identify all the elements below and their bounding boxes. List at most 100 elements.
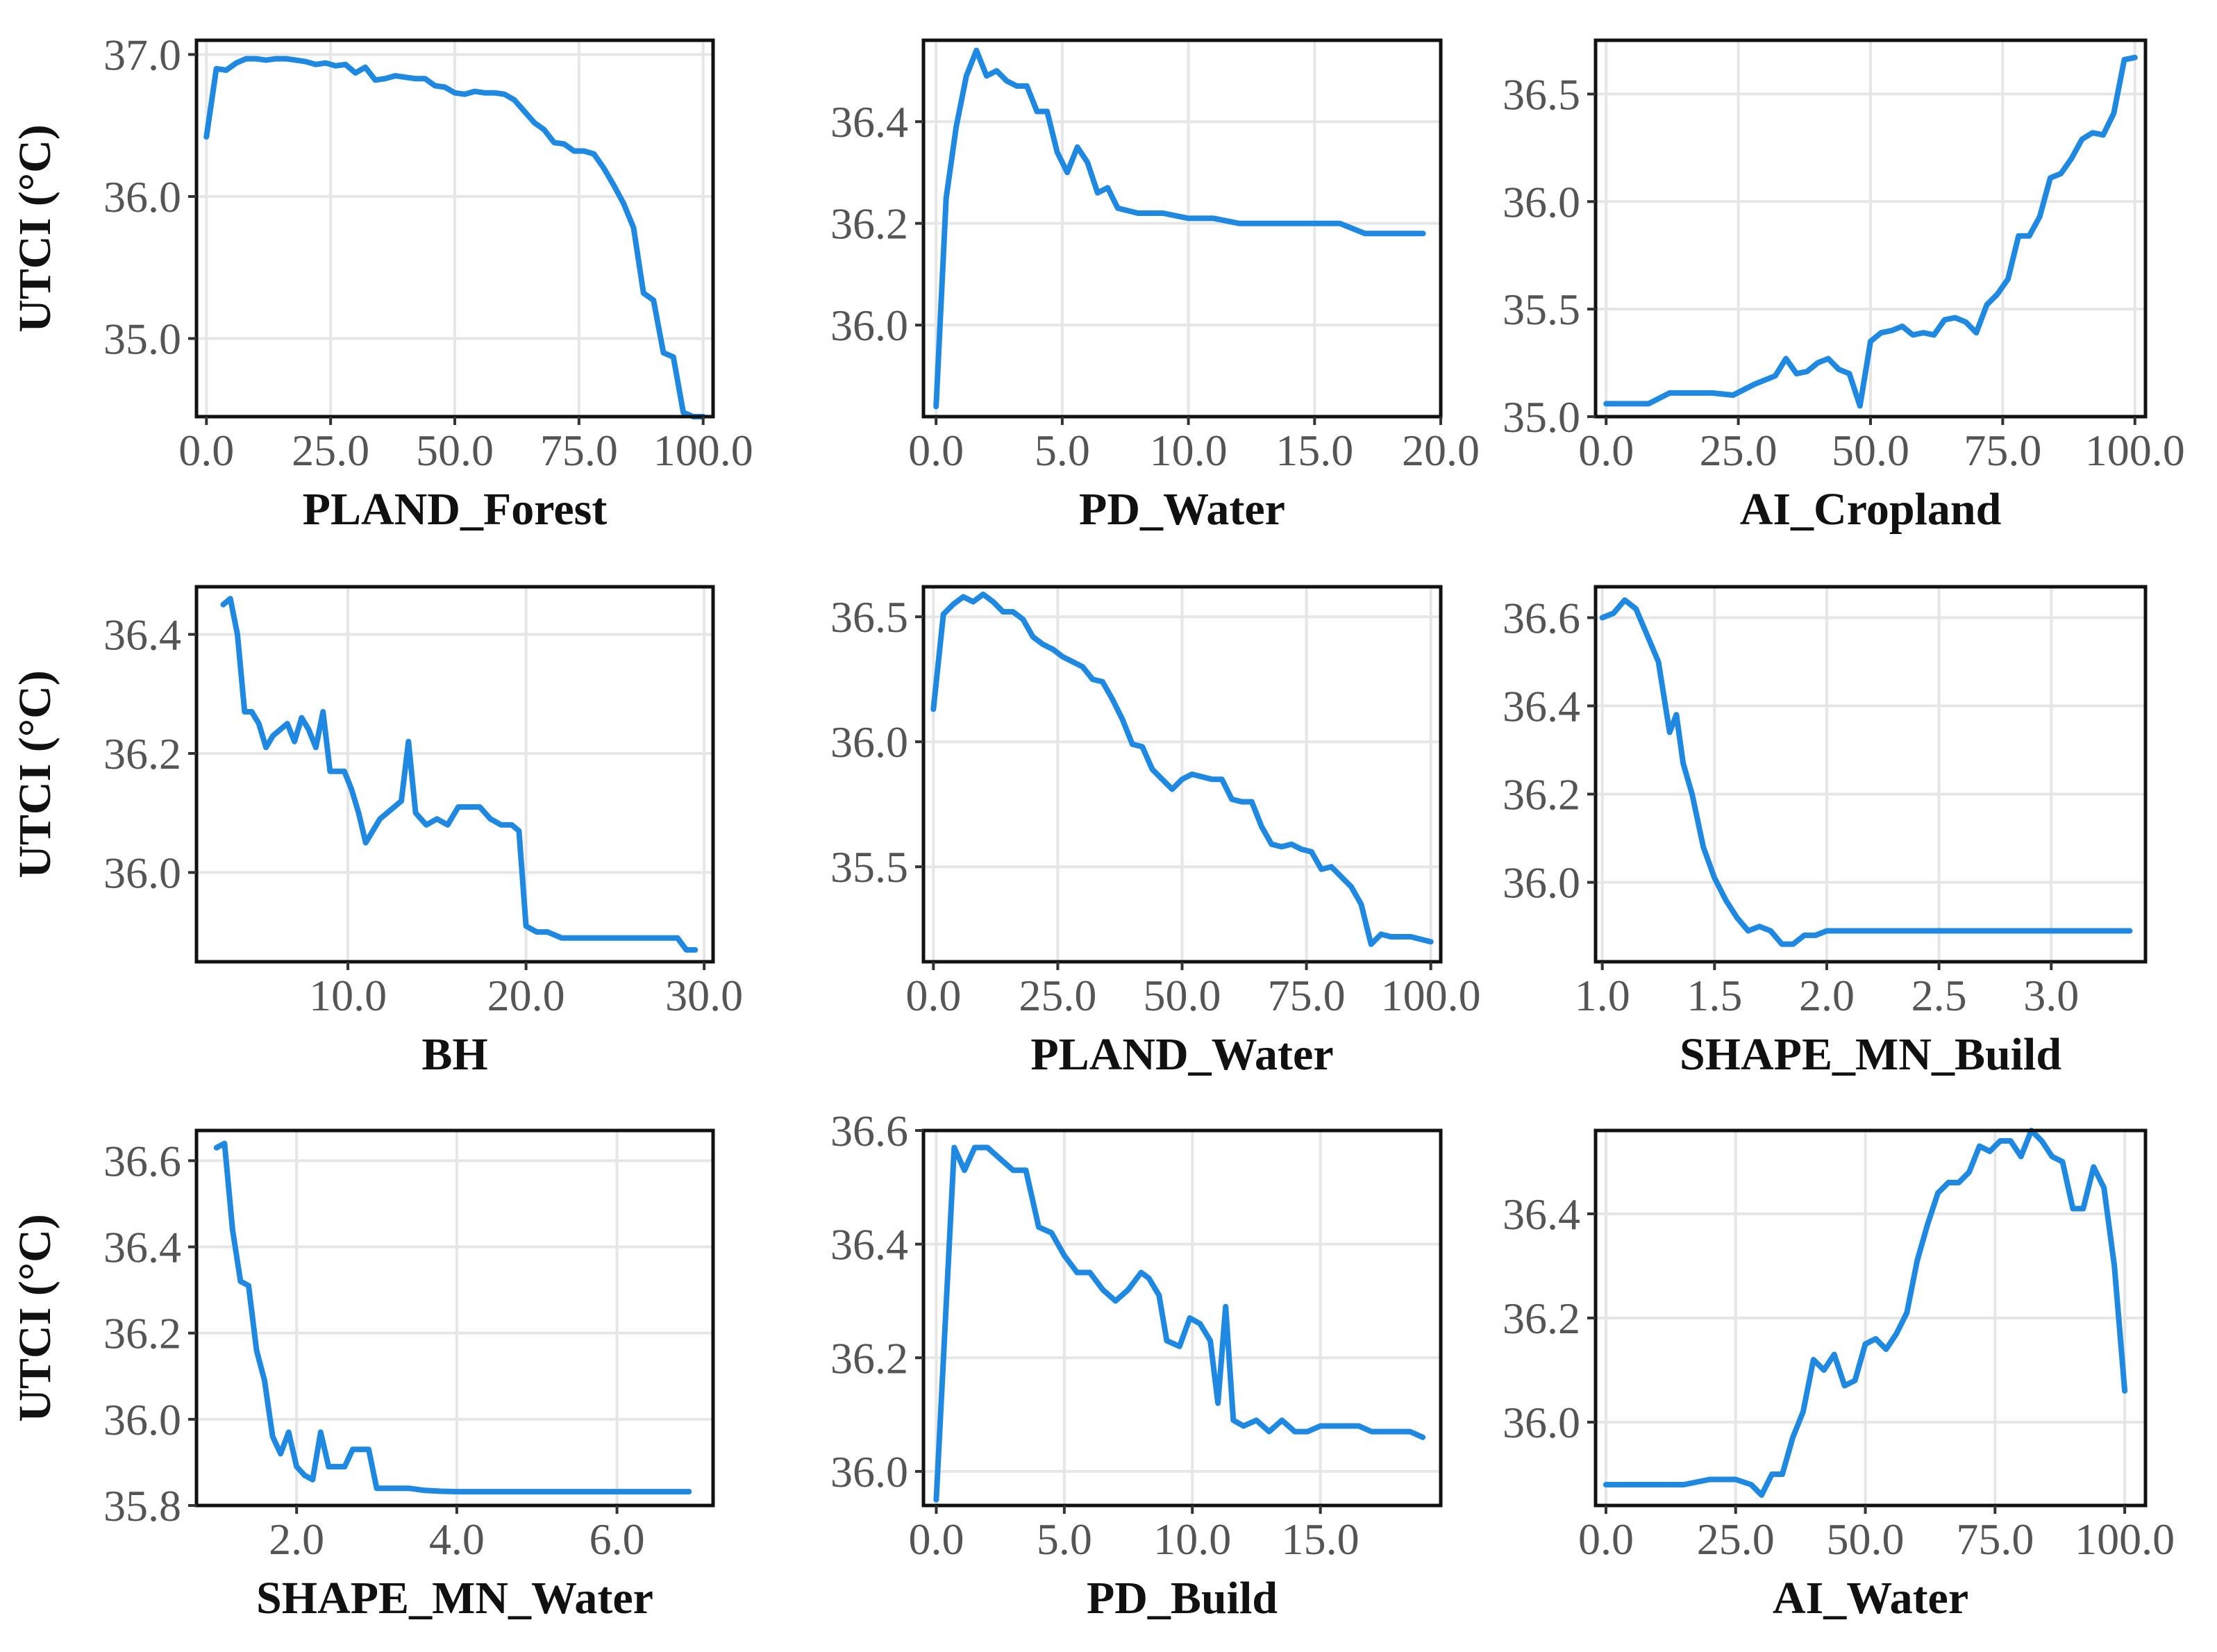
x-axis-title: SHAPE_MN_Build <box>1680 1029 2061 1080</box>
series-line <box>930 591 1434 947</box>
y-tick-label: 36.0 <box>103 172 181 222</box>
panel-pd-build: 0.0 5.0 10.0 15.0 36.0 36.2 36.4 36.6 PD_Build <box>830 1106 1443 1624</box>
x-tick-label: 100.0 <box>1381 971 1481 1020</box>
x-tick-label: 100.0 <box>2085 426 2185 475</box>
y-tick-label: 36.0 <box>1503 177 1580 226</box>
panel-bh: 10.0 20.0 30.0 36.0 36.2 36.4 BH UTCI (°C) <box>10 585 743 1080</box>
series-line <box>213 1140 692 1495</box>
panel-shape-mn-build: 1.0 1.5 2.0 2.5 3.0 36.0 36.2 36.4 36.6 SHAPE_MN_… <box>1503 585 2148 1080</box>
x-tick-label: 15.0 <box>1275 426 1353 475</box>
x-tick-label: 2.0 <box>1799 971 1855 1020</box>
plot-frame <box>1593 585 2148 964</box>
x-tick-label: 25.0 <box>1700 426 1777 475</box>
y-tick-label: 36.2 <box>103 729 181 778</box>
x-tick-label: 50.0 <box>1827 1515 1905 1564</box>
x-tick-label: 2.5 <box>1911 971 1967 1020</box>
x-axis-title: AI_Cropland <box>1740 484 2002 535</box>
x-tick-label: 75.0 <box>1956 1515 2034 1564</box>
y-tick-label: 36.0 <box>830 717 908 767</box>
x-tick-label: 25.0 <box>1019 971 1096 1020</box>
y-tick-label: 36.0 <box>830 1447 908 1496</box>
y-tick-label: 35.5 <box>1503 285 1580 334</box>
y-tick-label: 35.8 <box>103 1481 181 1530</box>
x-axis-title: BH <box>421 1029 487 1080</box>
x-tick-label: 75.0 <box>540 426 618 475</box>
panel-shape-mn-water: 2.0 4.0 6.0 35.8 36.0 36.2 36.4 36.6 SHAPE_MN_Wa… <box>10 1128 715 1624</box>
y-tick-label: 35.0 <box>1503 392 1580 442</box>
x-tick-label: 30.0 <box>665 971 743 1020</box>
x-tick-label: 3.0 <box>2023 971 2079 1020</box>
y-tick-label: 36.4 <box>1503 1190 1580 1239</box>
y-tick-label: 36.4 <box>103 610 181 660</box>
x-tick-label: 5.0 <box>1035 426 1090 475</box>
plot-frame <box>921 38 1443 419</box>
y-tick-label: 36.2 <box>1503 770 1580 819</box>
x-axis-title: PLAND_Forest <box>303 484 608 535</box>
x-tick-label: 0.0 <box>178 426 234 475</box>
y-axis-title: UTCI (°C) <box>10 1214 60 1422</box>
y-tick-label: 36.6 <box>103 1136 181 1185</box>
y-tick-label: 36.2 <box>830 199 908 249</box>
panel-pland-water: 0.0 25.0 50.0 75.0 100.0 35.5 36.0 36.5 PLAND_Wa… <box>830 585 1481 1080</box>
x-tick-label: 0.0 <box>908 1515 964 1564</box>
y-tick-label: 36.0 <box>103 848 181 897</box>
plot-frame <box>921 1128 1443 1508</box>
y-tick-label: 36.2 <box>830 1333 908 1383</box>
x-tick-label: 0.0 <box>1578 426 1634 475</box>
y-tick-label: 36.4 <box>830 1220 908 1269</box>
y-tick-label: 36.4 <box>1503 682 1580 731</box>
y-tick-label: 36.0 <box>103 1395 181 1444</box>
x-tick-label: 20.0 <box>487 971 565 1020</box>
y-tick-label: 37.0 <box>103 30 181 79</box>
y-tick-label: 36.4 <box>830 97 908 147</box>
y-tick-label: 36.2 <box>103 1309 181 1358</box>
x-tick-label: 25.0 <box>292 426 369 475</box>
panel-ai-cropland: 0.0 25.0 50.0 75.0 100.0 35.0 35.5 36.0 36.5 AI_C… <box>1503 38 2185 535</box>
y-tick-label: 36.4 <box>103 1223 181 1272</box>
y-axis-title: UTCI (°C) <box>10 124 60 333</box>
x-tick-label: 2.0 <box>269 1515 324 1564</box>
y-tick-label: 35.5 <box>830 842 908 892</box>
x-tick-label: 1.5 <box>1687 971 1742 1020</box>
x-tick-label: 50.0 <box>1144 971 1221 1020</box>
x-tick-label: 1.0 <box>1575 971 1630 1020</box>
y-tick-label: 36.6 <box>830 1106 908 1155</box>
x-axis-title: SHAPE_MN_Water <box>256 1573 653 1624</box>
x-tick-label: 0.0 <box>908 426 964 475</box>
x-tick-label: 5.0 <box>1037 1515 1092 1564</box>
series-line <box>1603 54 2138 409</box>
x-tick-label: 15.0 <box>1282 1515 1360 1564</box>
panel-ai-water: 0.0 25.0 50.0 75.0 100.0 36.0 36.2 36.4 AI_Water <box>1503 1128 2175 1624</box>
x-tick-label: 100.0 <box>2075 1515 2175 1564</box>
y-axis-title: UTCI (°C) <box>10 670 60 878</box>
panel-pd-water: 0.0 5.0 10.0 15.0 20.0 36.0 36.2 36.4 PD_Water <box>830 38 1480 535</box>
panel-pland-forest: 0.0 25.0 50.0 75.0 100.0 35.0 36.0 37.0 PLAND_Fo… <box>10 30 753 535</box>
series-line <box>220 596 698 953</box>
x-tick-label: 10.0 <box>1153 1515 1231 1564</box>
plot-frame <box>194 585 715 964</box>
y-tick-label: 36.0 <box>1503 1398 1580 1447</box>
x-tick-label: 4.0 <box>429 1515 485 1564</box>
series-line <box>1603 1128 2128 1498</box>
y-tick-label: 36.2 <box>1503 1294 1580 1343</box>
series-line <box>1599 597 2133 947</box>
x-tick-label: 0.0 <box>905 971 961 1020</box>
x-tick-label: 75.0 <box>1964 426 2041 475</box>
x-axis-title: PD_Water <box>1079 484 1285 535</box>
x-tick-label: 100.0 <box>653 426 753 475</box>
y-tick-label: 36.0 <box>830 301 908 350</box>
x-tick-label: 10.0 <box>1150 426 1228 475</box>
x-tick-label: 75.0 <box>1268 971 1346 1020</box>
y-tick-label: 35.0 <box>103 315 181 364</box>
x-axis-title: AI_Water <box>1773 1573 1968 1624</box>
y-tick-label: 36.5 <box>830 592 908 642</box>
x-tick-label: 50.0 <box>416 426 494 475</box>
y-tick-label: 36.0 <box>1503 858 1580 908</box>
x-tick-label: 10.0 <box>309 971 387 1020</box>
series-line <box>933 47 1426 410</box>
x-axis-title: PLAND_Water <box>1030 1029 1333 1080</box>
y-tick-label: 36.6 <box>1503 593 1580 642</box>
series-line <box>203 56 706 419</box>
x-tick-label: 20.0 <box>1402 426 1480 475</box>
